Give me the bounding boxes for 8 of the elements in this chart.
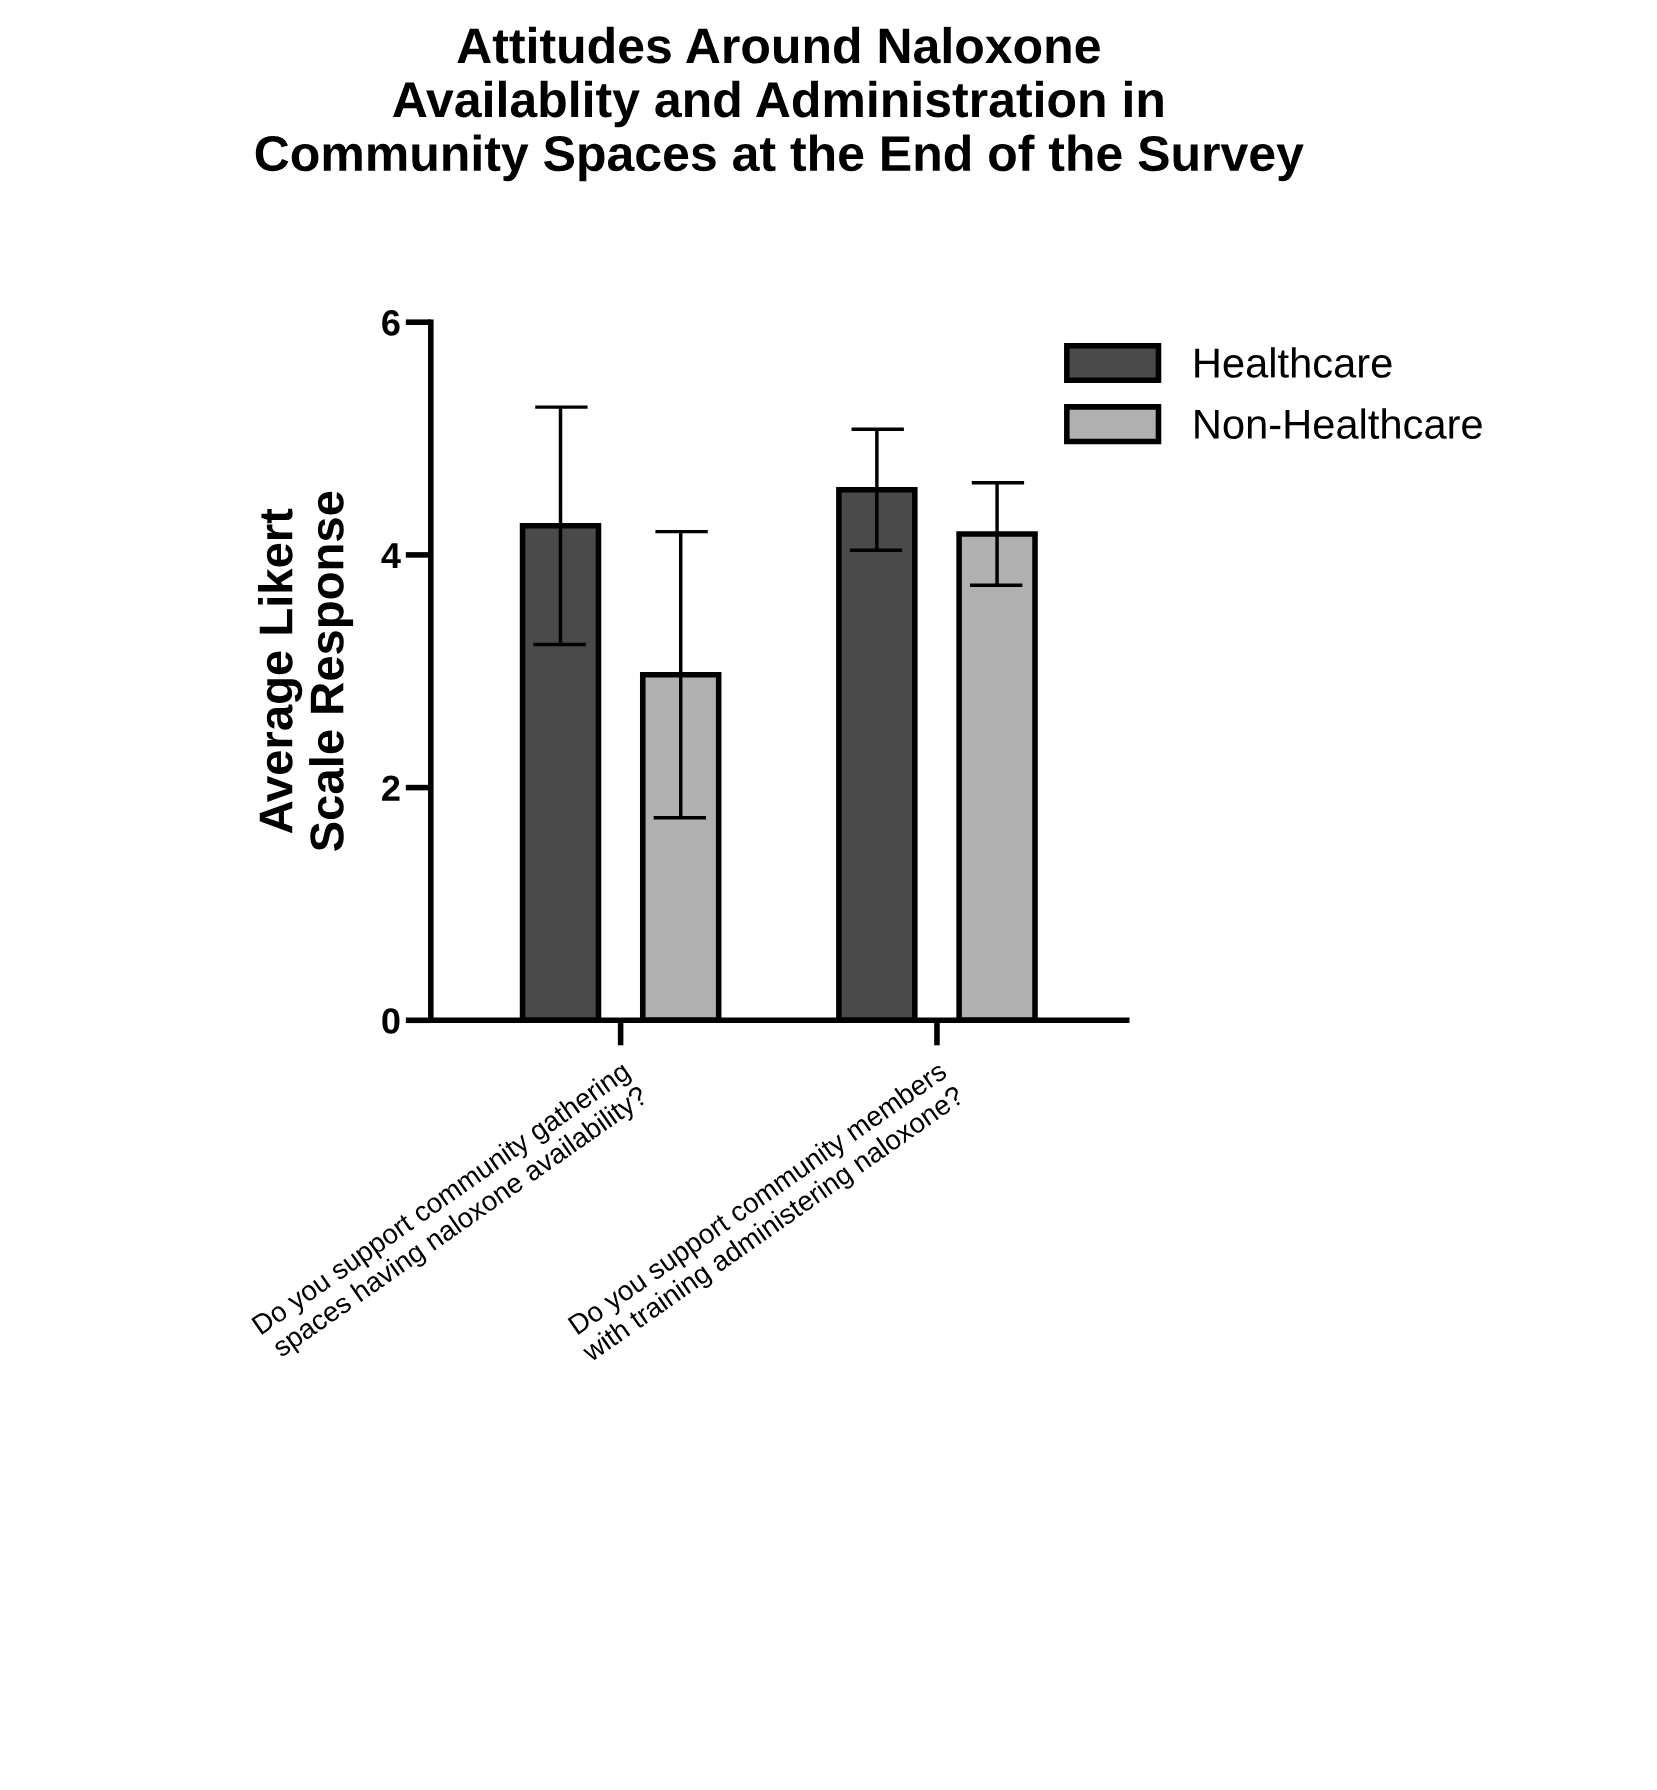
legend-label: Healthcare — [1195, 347, 1392, 378]
y-tick-label: 2 — [382, 775, 400, 801]
y-tick-label: 4 — [381, 543, 401, 568]
legend-label: Non-Healthcare — [1195, 408, 1482, 439]
y-tick-label: 6 — [382, 310, 400, 336]
y-tick-label: 0 — [382, 1008, 400, 1034]
chart-title: Attitudes Around Naloxone Availablity and Administration in Community Spaces at the End of the Survey — [255, 26, 1304, 182]
y-axis-title: Average Likert Scale Response — [258, 491, 354, 851]
